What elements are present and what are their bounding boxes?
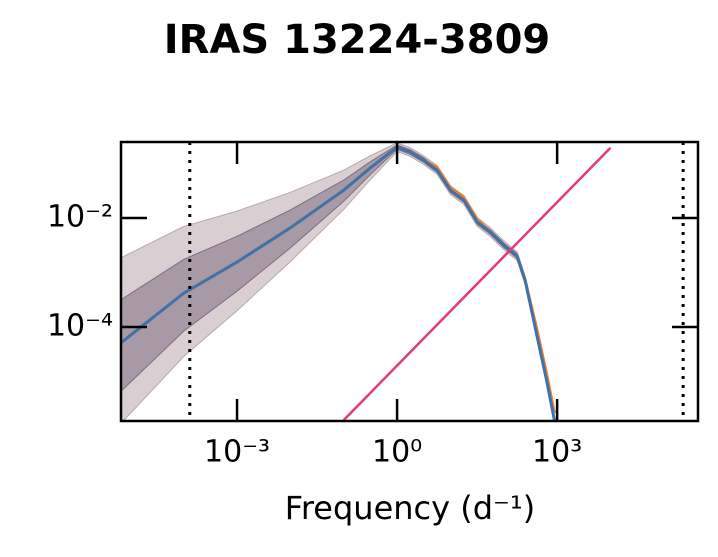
x-tick-label: 10⁰ xyxy=(372,435,422,470)
axes-frame xyxy=(119,140,700,423)
y-tick-label: 10⁻² xyxy=(47,199,113,234)
y-tick-label: 10⁻⁴ xyxy=(47,308,113,343)
plot-area xyxy=(121,142,685,421)
series-line xyxy=(121,145,556,421)
x-axis-label: Frequency (d⁻¹) xyxy=(285,489,535,527)
x-tick-label: 10⁻³ xyxy=(204,435,270,470)
confidence-band xyxy=(121,144,555,421)
power-law-line xyxy=(342,146,612,421)
x-tick-label: 10³ xyxy=(532,435,582,470)
chart-title: IRAS 13224-3809 xyxy=(164,17,550,63)
